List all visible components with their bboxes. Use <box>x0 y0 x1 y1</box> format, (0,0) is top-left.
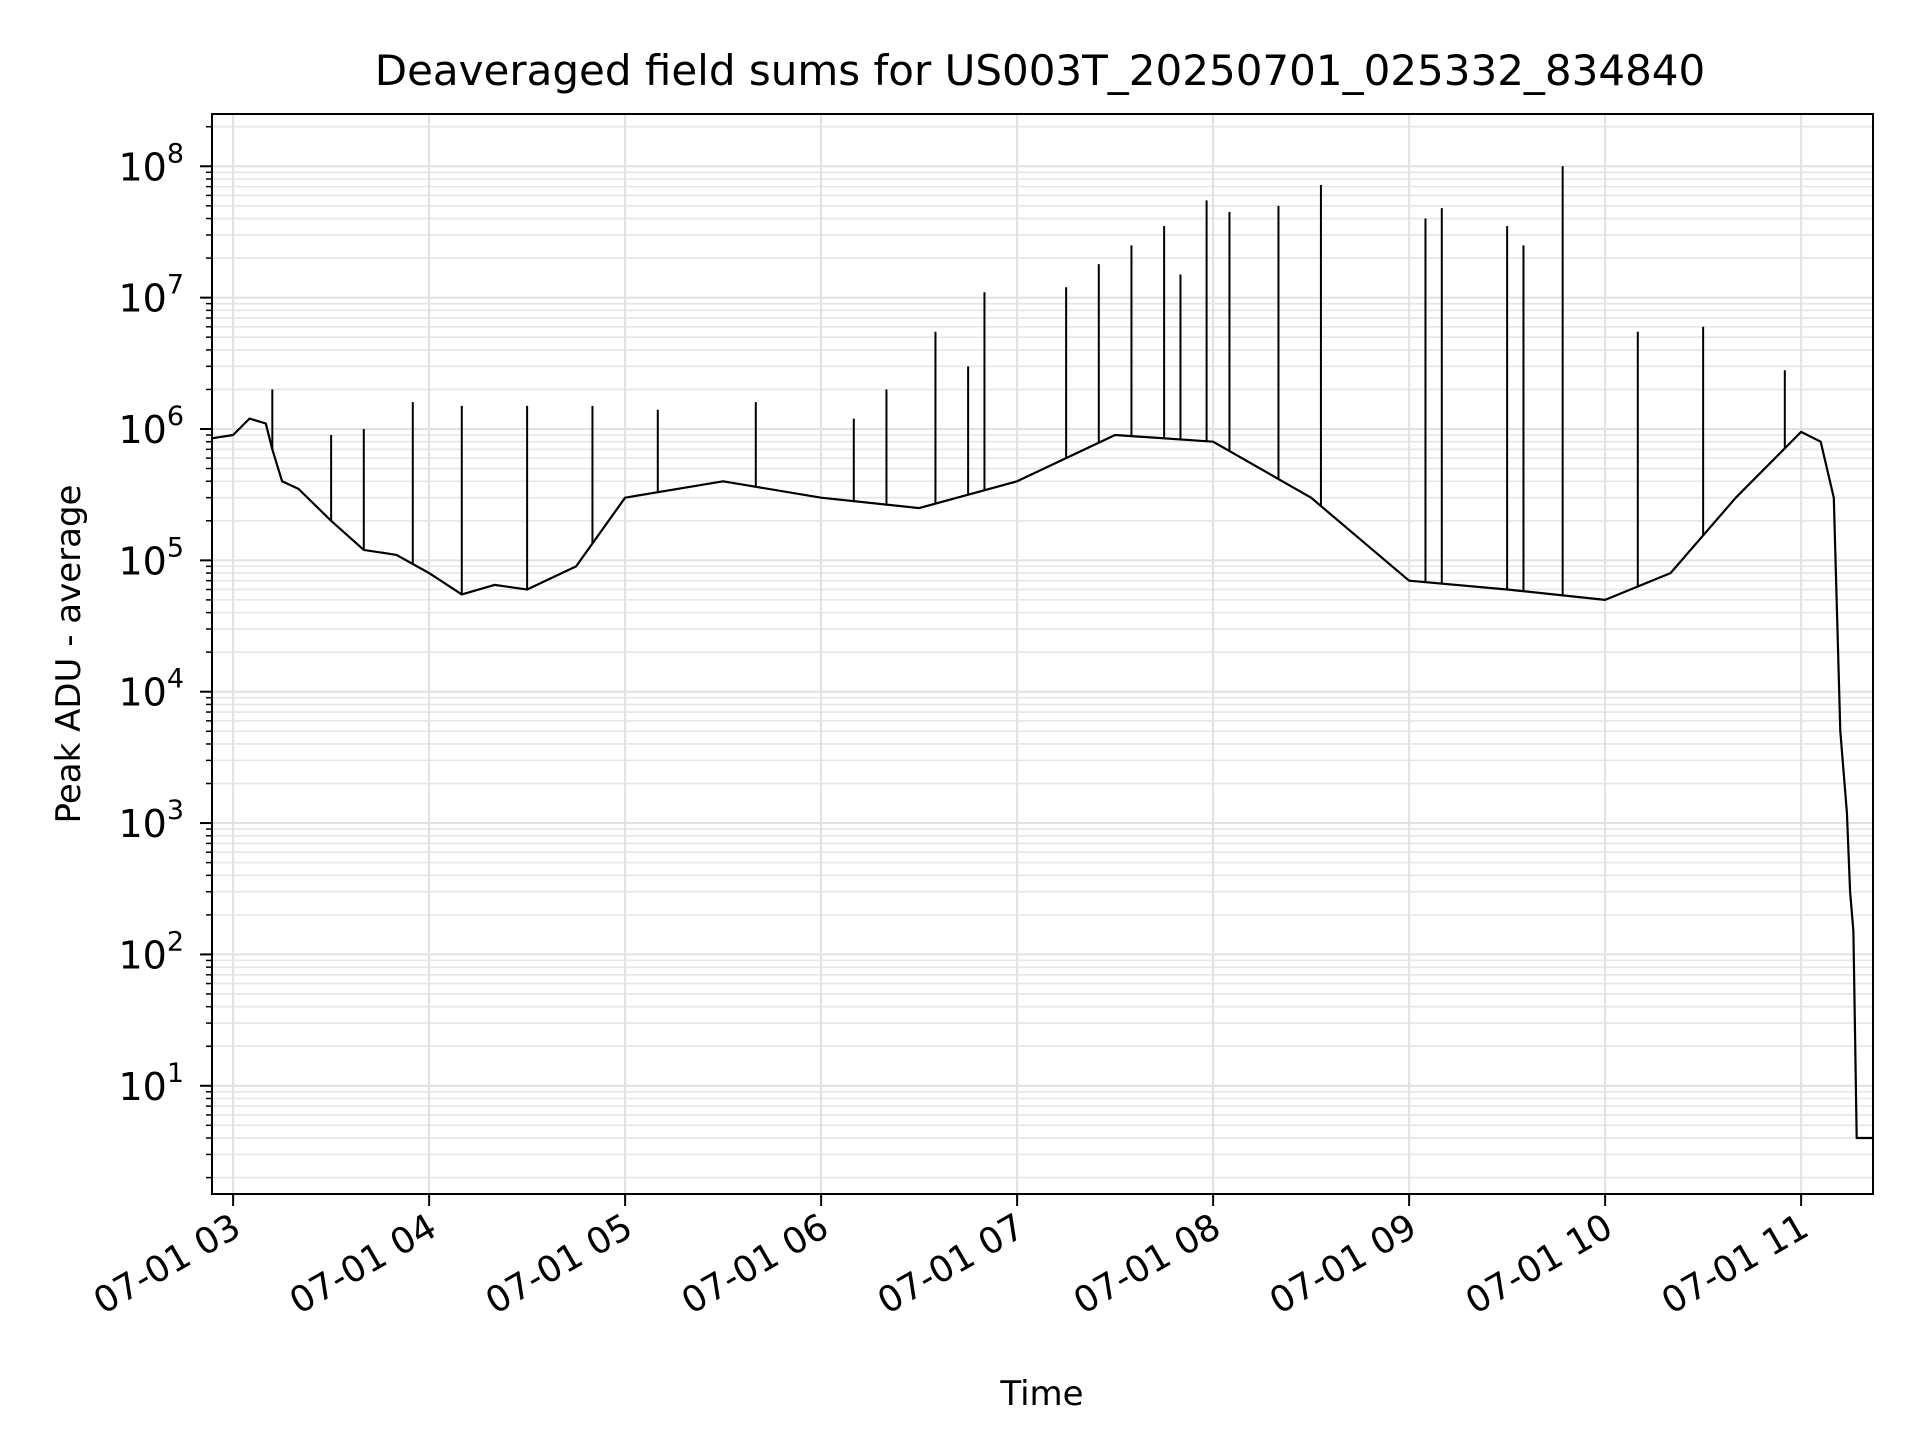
grid <box>212 114 1873 1194</box>
y-tick-label: 107 <box>118 270 184 321</box>
plot-frame <box>211 113 1874 1195</box>
series-layer <box>211 166 1873 1140</box>
chart-title: Deaveraged field sums for US003T_2025070… <box>375 46 1706 95</box>
y-axis: 101 102 103 104 105 106 107 108 <box>118 125 212 1179</box>
y-tick-label: 106 <box>118 401 184 452</box>
y-axis-label: Peak ADU - average <box>49 485 89 824</box>
y-tick-label: 102 <box>118 926 184 977</box>
y-tick-label: 108 <box>118 138 184 189</box>
y-tick-label: 105 <box>118 532 184 583</box>
y-tick-label: 101 <box>118 1058 184 1109</box>
y-tick-label: 103 <box>118 795 184 846</box>
series-line <box>211 417 1873 1140</box>
x-axis-label: Time <box>999 1374 1083 1414</box>
y-tick-label: 104 <box>118 664 184 715</box>
